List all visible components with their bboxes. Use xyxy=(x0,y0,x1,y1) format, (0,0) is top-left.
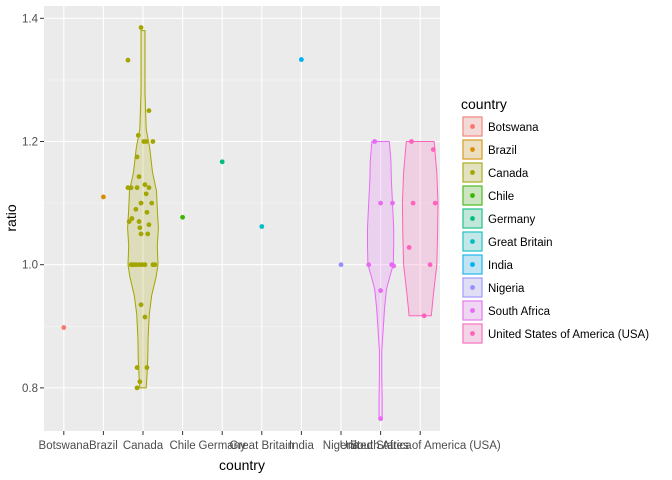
data-point xyxy=(135,185,140,190)
data-point xyxy=(378,416,383,421)
data-point xyxy=(127,219,132,224)
y-axis-title: ratio xyxy=(3,204,19,231)
data-point xyxy=(147,108,152,113)
data-point xyxy=(220,159,225,164)
data-point xyxy=(137,379,142,384)
legend-label: Botswana xyxy=(488,122,539,134)
data-point xyxy=(147,222,152,227)
legend-label: Nigeria xyxy=(488,283,525,295)
data-point xyxy=(433,201,438,206)
data-point xyxy=(143,182,148,187)
data-point xyxy=(180,215,185,220)
x-tick-label: United States of America (USA) xyxy=(340,440,501,452)
data-point xyxy=(409,139,414,144)
data-point xyxy=(101,195,106,200)
x-tick-label: Botswana xyxy=(39,440,90,452)
y-tick-label: 1.4 xyxy=(22,13,39,25)
legend-title: country xyxy=(461,96,507,112)
x-tick-label: Brazil xyxy=(89,440,118,452)
legend-label: United States of America (USA) xyxy=(488,329,649,341)
data-point xyxy=(137,225,142,230)
legend-key-point xyxy=(470,331,475,336)
data-point xyxy=(135,155,140,160)
data-point xyxy=(339,262,344,267)
data-point xyxy=(139,302,144,307)
y-tick-label: 0.8 xyxy=(22,383,38,395)
data-point xyxy=(422,313,427,318)
x-tick-label: Chile xyxy=(169,440,195,452)
data-point xyxy=(126,58,131,63)
data-point xyxy=(144,191,149,196)
data-point xyxy=(137,174,142,179)
data-point xyxy=(61,325,66,330)
violin-united-states-of-america-usa- xyxy=(402,142,438,316)
data-point xyxy=(259,224,264,229)
data-point xyxy=(390,201,395,206)
data-point xyxy=(135,365,140,370)
data-point xyxy=(431,147,436,152)
data-point xyxy=(145,210,150,215)
legend-key-point xyxy=(470,239,475,244)
legend-label: Germany xyxy=(488,214,536,226)
data-point xyxy=(139,25,144,30)
data-point xyxy=(144,139,149,144)
legend-key-point xyxy=(470,308,475,313)
legend-key-point xyxy=(470,124,475,129)
data-point xyxy=(129,185,134,190)
y-tick-label: 1.2 xyxy=(22,137,38,149)
y-tick-label: 1.0 xyxy=(22,260,38,272)
legend-key-point xyxy=(470,147,475,152)
data-point xyxy=(378,201,383,206)
data-point xyxy=(133,207,138,212)
data-point xyxy=(411,201,416,206)
legend-label: Great Britain xyxy=(488,237,553,249)
data-point xyxy=(299,57,304,62)
data-point xyxy=(139,201,144,206)
data-point xyxy=(143,262,148,267)
data-point xyxy=(145,231,150,236)
legend-label: Brazil xyxy=(488,145,517,157)
data-point xyxy=(136,133,141,138)
data-point xyxy=(152,262,157,267)
legend-key-point xyxy=(470,285,475,290)
legend-label: India xyxy=(488,260,514,272)
data-point xyxy=(149,201,154,206)
x-tick-label: Great Britain xyxy=(230,440,295,452)
data-point xyxy=(428,262,433,267)
legend-label: South Africa xyxy=(488,306,551,318)
data-point xyxy=(407,245,412,250)
data-point xyxy=(378,288,383,293)
x-axis-title: country xyxy=(219,457,265,473)
data-point xyxy=(366,262,371,267)
data-point xyxy=(151,139,156,144)
legend-key-point xyxy=(470,216,475,221)
legend-key-point xyxy=(470,262,475,267)
legend-label: Chile xyxy=(488,191,514,203)
data-point xyxy=(137,219,142,224)
legend-key-point xyxy=(470,170,475,175)
legend-key-point xyxy=(470,193,475,198)
legend-label: Canada xyxy=(488,168,529,180)
data-point xyxy=(139,231,144,236)
x-tick-label: Canada xyxy=(123,440,164,452)
data-point xyxy=(143,315,148,320)
data-point xyxy=(391,264,396,269)
data-point xyxy=(372,139,377,144)
data-point xyxy=(135,385,140,390)
x-tick-label: India xyxy=(289,440,315,452)
data-point xyxy=(147,185,152,190)
data-point xyxy=(145,365,150,370)
